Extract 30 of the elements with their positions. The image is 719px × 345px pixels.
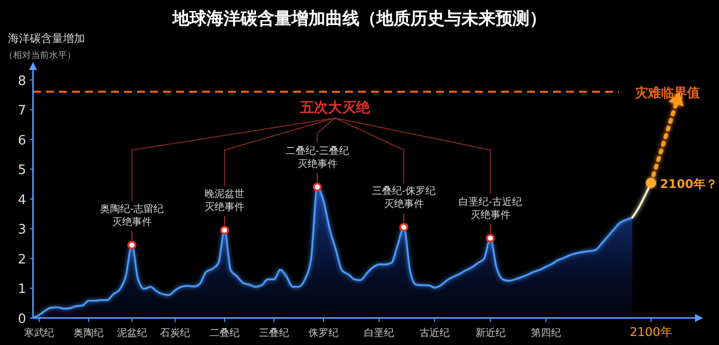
- x-tick-label: 二叠纪: [210, 327, 240, 339]
- chart-title: 地球海洋碳含量增加曲线（地质历史与未来预测）: [172, 9, 546, 29]
- y-tick-label: 1: [18, 282, 26, 298]
- annotation: 白垩纪-古近纪灭绝事件: [458, 196, 522, 222]
- y-tick-label: 2: [18, 252, 26, 268]
- annotation: 奥陶纪-志留纪灭绝事件: [100, 203, 164, 228]
- x-tick-label: 寒武纪: [24, 327, 54, 339]
- x-tick-label: 白垩纪: [364, 327, 394, 339]
- x-tick-label: 新近纪: [475, 327, 506, 339]
- y-tick-label: 4: [18, 192, 26, 208]
- annotation: 三叠纪-侏罗纪灭绝事件: [372, 185, 436, 210]
- y-axis-title: 海洋碳含量增加（相对当前水平）: [4, 32, 85, 61]
- text: 2100年？: [660, 176, 718, 191]
- x-tick-label: 2100年: [630, 325, 672, 339]
- x-tick-label: 泥盆纪: [116, 327, 147, 339]
- annotation: 晚泥盆世灭绝事件: [204, 188, 245, 214]
- x-tick-label: 奥陶纪: [74, 327, 104, 339]
- x-tick-label: 三叠纪: [259, 327, 290, 339]
- y-tick-label: 5: [18, 163, 26, 178]
- y-tick-label: 8: [18, 74, 26, 89]
- annotation: 五次大灭绝: [299, 100, 371, 116]
- x-tick-label: 第四纪: [530, 327, 561, 339]
- x-tick-label: 侏罗纪: [308, 327, 338, 339]
- y-tick-label: 7: [18, 104, 26, 119]
- y-tick-label: 0: [18, 312, 26, 327]
- y-tick-label: 3: [18, 222, 26, 238]
- x-tick-label: 石炭纪: [160, 327, 190, 339]
- annotation: 二叠纪-三叠纪灭绝事件: [285, 145, 350, 170]
- y-tick-label: 6: [18, 133, 26, 148]
- x-tick-label: 古近纪: [420, 327, 450, 339]
